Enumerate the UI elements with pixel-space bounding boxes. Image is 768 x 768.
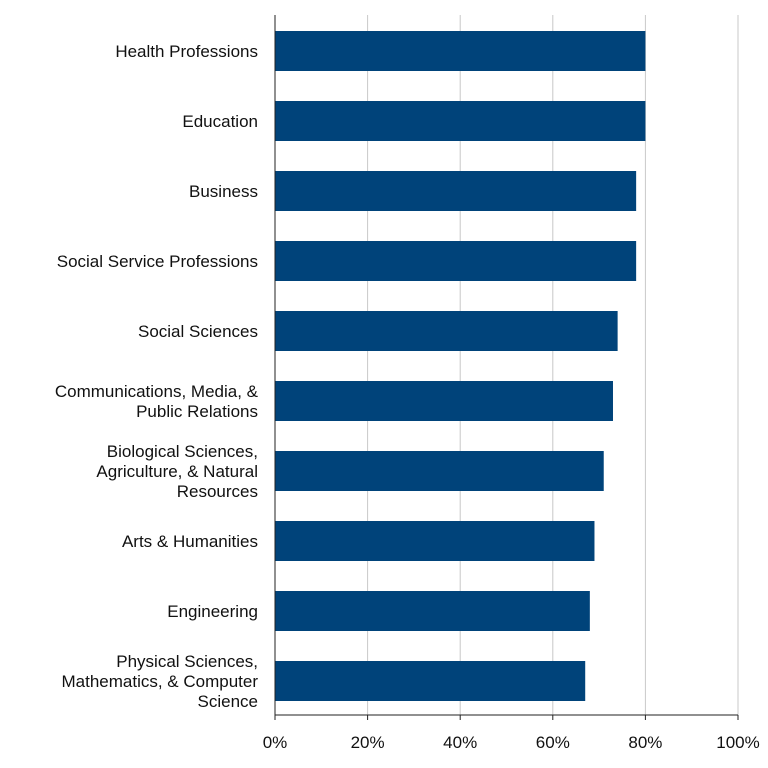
category-label-line: Public Relations: [136, 402, 258, 421]
axes: [274, 15, 739, 720]
category-label-4: Social Service Professions: [57, 252, 258, 271]
category-label-line: Business: [189, 182, 258, 201]
category-label-line: Science: [198, 692, 258, 711]
bar-9: [275, 591, 590, 631]
category-label-8: Arts & Humanities: [122, 532, 258, 551]
category-label-1: Health Professions: [115, 42, 258, 61]
x-tick-label-0: 0%: [263, 733, 288, 752]
category-label-line: Communications, Media, &: [55, 382, 259, 401]
category-label-line: Physical Sciences,: [116, 652, 258, 671]
bar-5: [275, 311, 618, 351]
category-label-line: Health Professions: [115, 42, 258, 61]
category-label-line: Engineering: [167, 602, 258, 621]
bar-2: [275, 101, 646, 141]
x-tick-label-40: 40%: [443, 733, 477, 752]
category-label-line: Social Sciences: [138, 322, 258, 341]
bars: [275, 31, 646, 701]
x-tick-labels: 0% 20% 40% 60% 80% 100%: [263, 733, 760, 752]
bar-4: [275, 241, 637, 281]
category-labels: Health Professions Education Business Socia…: [55, 42, 259, 711]
bar-10: [275, 661, 586, 701]
bar-3: [275, 171, 637, 211]
bar-1: [275, 31, 646, 71]
x-tick-label-100: 100%: [716, 733, 759, 752]
category-label-line: Social Service Professions: [57, 252, 258, 271]
category-label-line: Resources: [177, 482, 258, 501]
category-label-line: Mathematics, & Computer: [61, 672, 258, 691]
bar-7: [275, 451, 604, 491]
x-tick-label-80: 80%: [628, 733, 662, 752]
category-label-line: Arts & Humanities: [122, 532, 258, 551]
category-label-10: Physical Sciences, Mathematics, & Compute…: [61, 652, 258, 711]
category-label-9: Engineering: [167, 602, 258, 621]
bar-8: [275, 521, 595, 561]
category-label-3: Business: [189, 182, 258, 201]
category-label-line: Biological Sciences,: [107, 442, 258, 461]
bar-6: [275, 381, 613, 421]
category-label-2: Education: [182, 112, 258, 131]
category-label-5: Social Sciences: [138, 322, 258, 341]
category-label-line: Education: [182, 112, 258, 131]
category-label-line: Agriculture, & Natural: [96, 462, 258, 481]
category-label-6: Communications, Media, & Public Relations: [55, 382, 259, 421]
category-label-7: Biological Sciences, Agriculture, & Natur…: [96, 442, 258, 501]
x-tick-label-60: 60%: [536, 733, 570, 752]
x-tick-label-20: 20%: [351, 733, 385, 752]
